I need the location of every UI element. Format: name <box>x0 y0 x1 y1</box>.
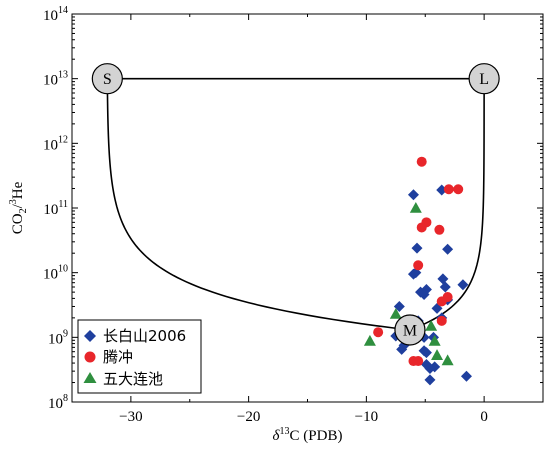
y-tick-label: 1014 <box>43 5 68 24</box>
x-tick-label: −20 <box>237 409 260 425</box>
point-diamond <box>424 374 436 386</box>
point-triangle <box>431 349 444 360</box>
point-circle <box>436 296 447 307</box>
point-diamond <box>420 347 432 359</box>
point-diamond <box>396 343 408 355</box>
end-member-l <box>468 63 500 95</box>
mixing-curve-s-m <box>106 78 411 331</box>
y-tick-label: 1012 <box>43 134 68 153</box>
legend: 长白山2006 腾冲 五大连池 <box>77 319 202 394</box>
point-diamond <box>457 279 469 291</box>
point-diamond <box>393 300 405 312</box>
point-diamond <box>460 370 472 382</box>
point-diamond <box>418 288 430 300</box>
y-axis-label: CO2/3He <box>8 181 29 234</box>
y-tick-label: 1011 <box>43 199 68 218</box>
end-member-label-m: M <box>403 322 417 339</box>
y-tick-label: 108 <box>48 393 68 412</box>
point-diamond <box>411 242 423 254</box>
point-triangle <box>409 202 422 213</box>
mixing-curves <box>106 77 485 331</box>
point-diamond <box>420 359 432 371</box>
point-circle <box>453 184 464 195</box>
x-tick-label: −30 <box>119 409 142 425</box>
end-member-label-l: L <box>479 71 489 88</box>
point-triangle <box>428 334 441 346</box>
legend-label-series-1: 长白山2006 <box>103 327 186 345</box>
point-circle <box>416 222 427 233</box>
point-circle <box>436 315 447 326</box>
point-diamond <box>437 273 449 285</box>
legend-marker-triangle-icon <box>83 372 97 383</box>
legend-marker-diamond-icon <box>84 330 96 342</box>
point-circle <box>413 260 424 271</box>
point-diamond <box>407 189 419 201</box>
legend-label-series-2: 腾冲 <box>103 348 133 366</box>
point-circle <box>373 327 384 338</box>
legend-box <box>77 319 202 394</box>
point-circle <box>434 224 445 235</box>
x-tick-label: 0 <box>480 409 488 425</box>
mixing-curve-l-m <box>409 78 485 331</box>
point-triangle <box>425 319 438 331</box>
end-member-m <box>394 314 426 346</box>
point-circle <box>413 356 424 367</box>
end-members: S L M <box>91 63 500 346</box>
y-tick-label: 1010 <box>43 264 68 283</box>
end-member-label-s: S <box>103 71 112 88</box>
y-tick-label: 109 <box>48 328 68 347</box>
legend-marker-circle-icon <box>84 351 96 363</box>
point-triangle <box>441 354 454 366</box>
legend-label-series-3: 五大连池 <box>103 370 163 388</box>
y-tick-label: 1013 <box>43 70 68 89</box>
point-circle <box>443 184 454 195</box>
data-points <box>363 156 472 386</box>
end-member-s <box>91 63 123 95</box>
x-axis-label: δ13C (PDB) <box>273 426 343 444</box>
point-triangle <box>389 307 402 319</box>
point-diamond <box>439 281 451 293</box>
point-circle <box>416 156 427 167</box>
x-tick-label: −10 <box>355 409 378 425</box>
point-diamond <box>442 243 454 255</box>
axis-ticks: −30 −20 −10 0 108 109 1010 1011 1012 1013 1014 <box>43 5 544 425</box>
point-triangle <box>363 334 376 346</box>
